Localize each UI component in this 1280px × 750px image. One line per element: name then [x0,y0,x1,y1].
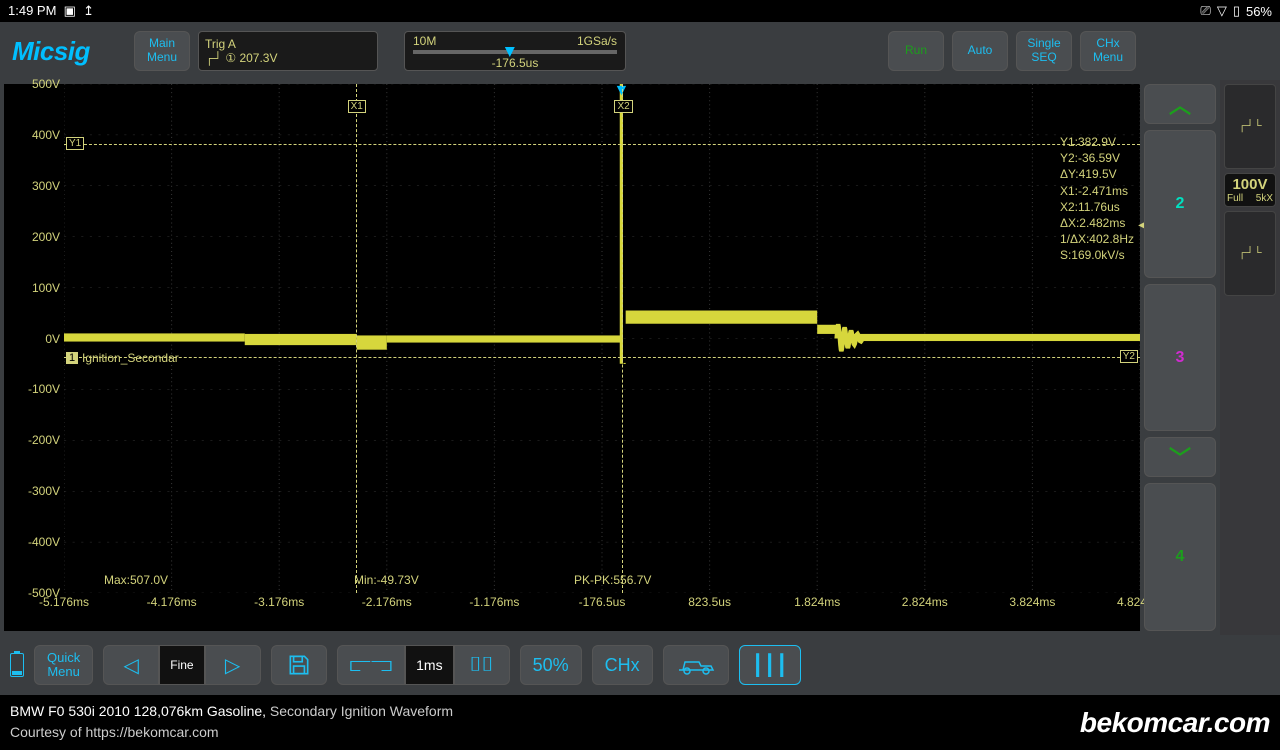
nav-right-button[interactable]: ▷ [205,645,261,685]
scale-up-button[interactable]: ︿ [1144,84,1216,124]
ch4-button[interactable]: 4 [1144,483,1216,631]
brand-logo: Micsig [6,36,126,67]
chx-button[interactable]: CHx [592,645,653,685]
battery-icon: ▯ [1233,3,1240,19]
auto-preset-button[interactable] [663,645,729,685]
x-axis: -5.176ms-4.176ms-3.176ms-2.176ms-1.176ms… [64,593,1140,631]
timebase-value[interactable]: 1ms [405,645,453,685]
save-button[interactable] [271,645,327,685]
trigger-readout[interactable]: Trig A ┌┘ ① 207.3V [198,31,378,71]
quick-menu-button[interactable]: Quick Menu [34,645,93,685]
watermark: bekomcar.com [1080,707,1270,739]
timebase-nav: ⫍⫎ 1ms ⌷⌷ [337,645,510,685]
nav-left-button[interactable]: ◁ [103,645,159,685]
run-stop-button[interactable]: Run [888,31,944,71]
cursors-button[interactable]: ┃┃┃ [739,645,801,685]
timebase-narrow-button[interactable]: ⌷⌷ [454,645,510,685]
caption-desc: Secondary Ignition Waveform [266,703,453,719]
fine-label[interactable]: Fine [159,645,204,685]
measurement-pkpk: PK-PK:556.7V [574,573,651,587]
waveform-svg [64,84,1140,593]
bottom-toolbar: Quick Menu ◁ Fine ▷ ⫍⫎ 1ms ⌷⌷ 50% CHx ┃┃… [0,635,1280,695]
oscilloscope-display[interactable]: 500V400V300V200V100V0V-100V-200V-300V-40… [4,84,1140,631]
ch2-button[interactable]: 2 [1144,130,1216,278]
auto-button[interactable]: Auto [952,31,1008,71]
android-status-bar: 1:49 PM ▣ ↥ ⎚ ▽ ▯ 56% [0,0,1280,22]
single-seq-button[interactable]: Single SEQ [1016,31,1072,71]
device-battery-icon [10,653,24,677]
trigger-marker-icon: ▼ [613,82,629,100]
caption-bar: BMW F0 530i 2010 128,076km Gasoline, Sec… [0,695,1280,750]
fifty-percent-button[interactable]: 50% [520,645,582,685]
coupling-column: ┌┘└ 100V Full5kX ┌┘└ [1220,80,1280,635]
channel-column: ︿ 2 3 ﹀ 4 [1140,80,1220,635]
cursor-readout: Y1:382.9VY2:-36.59VΔY:419.5V X1:-2.471ms… [1060,134,1134,264]
wifi-icon: ▽ [1217,3,1227,19]
channel-1-label: Ignition_Secondar [82,351,179,365]
caption-vehicle: BMW F0 530i 2010 128,076km Gasoline, [10,703,266,719]
coupling-ac-button[interactable]: ┌┘└ [1224,211,1276,296]
y-axis: 500V400V300V200V100V0V-100V-200V-300V-40… [4,84,64,593]
coupling-dc-button[interactable]: ┌┘└ [1224,84,1276,169]
ch3-button[interactable]: 3 [1144,284,1216,432]
cast-icon: ⎚ [1200,3,1210,19]
timebase-readout[interactable]: 10M1GSa/s -176.5us [404,31,626,71]
measurement-max: Max:507.0V [104,573,168,587]
battery-pct: 56% [1246,4,1272,19]
top-toolbar: Micsig Main Menu Trig A ┌┘ ① 207.3V 10M1… [0,22,1280,80]
clock: 1:49 PM [8,3,56,18]
horizontal-fine-nav: ◁ Fine ▷ [103,645,260,685]
chx-menu-button[interactable]: CHx Menu [1080,31,1136,71]
caption-credit: Courtesy of https://bekomcar.com [10,724,219,740]
channel-1-marker: 1 [66,352,78,364]
timebase-wider-button[interactable]: ⫍⫎ [337,645,406,685]
waveform-grid: ▼ ◀ X1X2Y1Y2 [64,84,1140,593]
vdiv-readout[interactable]: 100V Full5kX [1224,173,1276,207]
measurement-min: Min:-49.73V [354,573,419,587]
main-menu-button[interactable]: Main Menu [134,31,190,71]
scale-down-button[interactable]: ﹀ [1144,437,1216,477]
